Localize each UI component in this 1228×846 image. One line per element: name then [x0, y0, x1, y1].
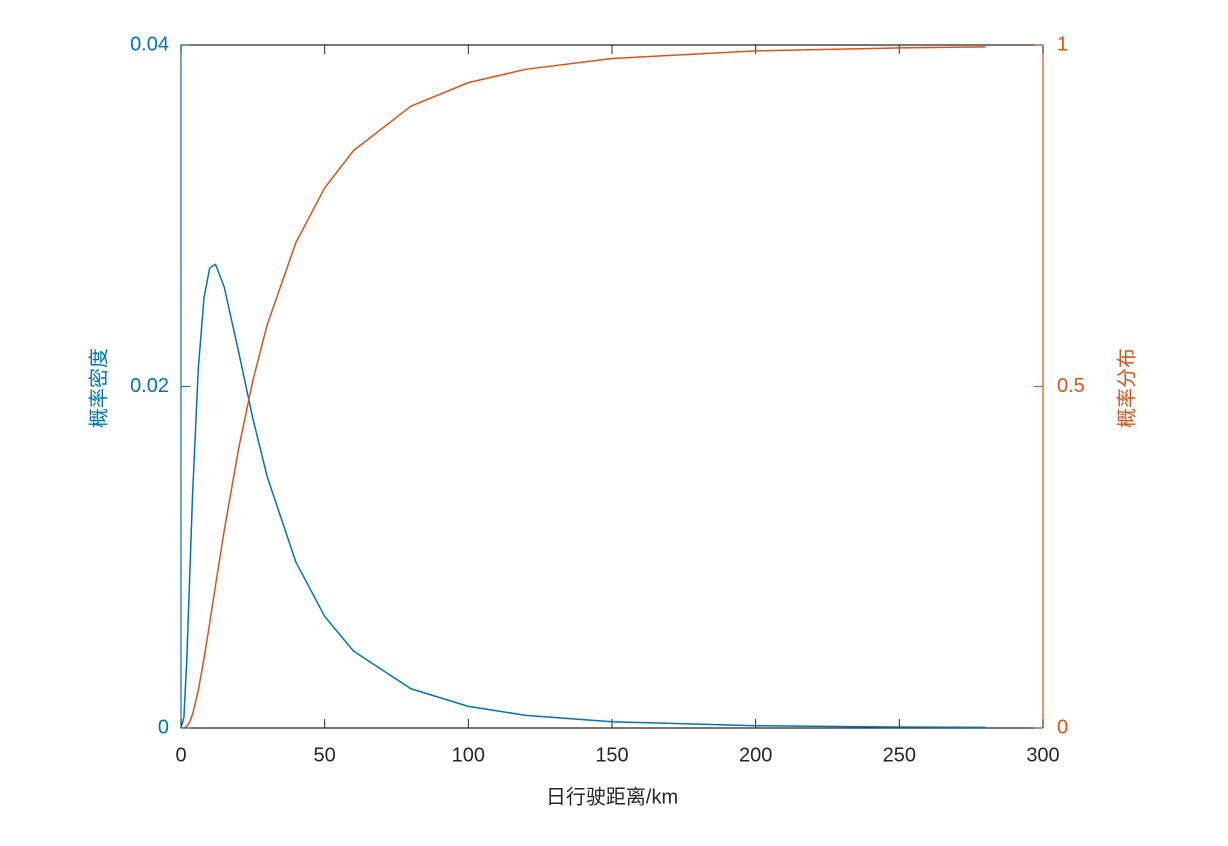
- y2-tick-label: 0.5: [1057, 375, 1085, 397]
- x-tick-label: 300: [1026, 744, 1059, 766]
- y-axis-label: 概率密度: [87, 348, 110, 428]
- y-tick-label: 0: [158, 716, 169, 738]
- data-line: [180, 263, 986, 729]
- y2-tick-label: 1: [1057, 33, 1068, 55]
- x-tick-label: 0: [175, 744, 186, 766]
- x-tick-label: 200: [739, 744, 772, 766]
- y2-tick-label: 0: [1057, 716, 1068, 738]
- x-tick-label: 50: [314, 744, 336, 766]
- y-tick-label: 0.04: [130, 33, 169, 55]
- y2-axis-label: 概率分布: [1115, 348, 1138, 428]
- y-tick-label: 0.02: [130, 375, 169, 397]
- x-axis-label: 日行驶距离/km: [546, 785, 678, 808]
- data-line: [180, 46, 986, 729]
- x-tick-label: 100: [452, 744, 485, 766]
- x-tick-label: 250: [883, 744, 916, 766]
- x-tick-label: 150: [595, 744, 628, 766]
